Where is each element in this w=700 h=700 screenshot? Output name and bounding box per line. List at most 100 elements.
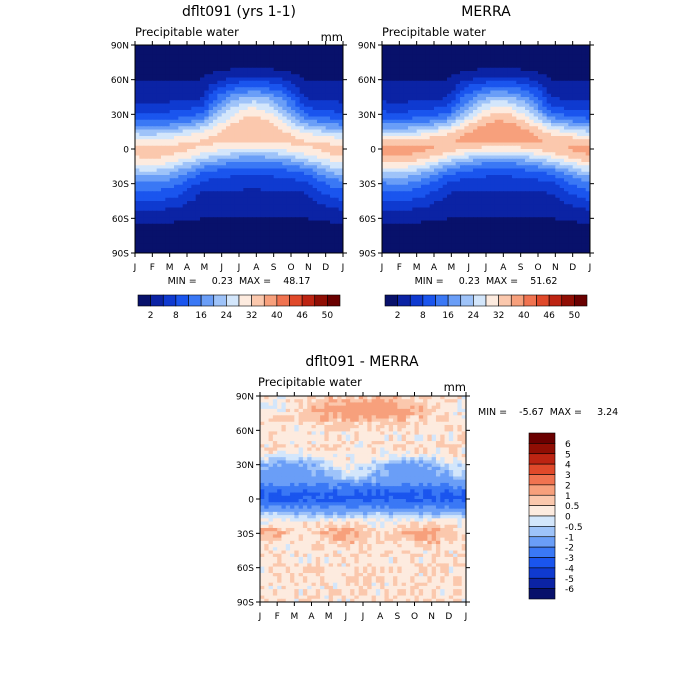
heatmap-cell: [382, 168, 387, 173]
heatmap-cell: [282, 178, 288, 183]
heatmap-cell: [174, 210, 179, 215]
heatmap-cell: [161, 220, 166, 225]
heatmap-cell: [312, 158, 318, 163]
heatmap-cell: [338, 113, 343, 118]
heatmap-cell: [278, 175, 283, 179]
heatmap-cell: [169, 152, 175, 157]
heatmap-cell: [447, 71, 452, 75]
heatmap-cell: [273, 227, 279, 231]
heatmap-cell: [503, 152, 509, 157]
heatmap-cell: [325, 175, 331, 179]
heatmap-cell: [191, 236, 197, 241]
heatmap-cell: [278, 113, 283, 118]
heatmap-cell: [256, 51, 262, 56]
heatmap-cell: [564, 136, 569, 140]
heatmap-cell: [317, 123, 322, 127]
heatmap-cell: [312, 58, 318, 62]
heatmap-cell: [230, 149, 236, 153]
heatmap-cell: [568, 51, 574, 56]
heatmap-cell: [143, 165, 149, 170]
heatmap-cell: [182, 217, 188, 222]
heatmap-cell: [325, 116, 331, 121]
heatmap-cell: [546, 58, 552, 62]
heatmap-cell: [321, 145, 327, 150]
heatmap-cell: [135, 58, 140, 62]
heatmap-cell: [317, 178, 322, 183]
heatmap-cell: [581, 110, 587, 114]
heatmap-cell: [299, 220, 305, 225]
heatmap-cell: [178, 246, 184, 251]
heatmap-cell: [234, 233, 240, 238]
heatmap-cell: [243, 54, 249, 59]
heatmap-cell: [191, 214, 197, 218]
heatmap-cell: [247, 67, 253, 72]
heatmap-cell: [213, 80, 218, 85]
heatmap-cell: [330, 129, 335, 134]
heatmap-cell: [152, 123, 158, 127]
heatmap-cell: [382, 165, 387, 170]
heatmap-cell: [421, 87, 426, 92]
heatmap-cell: [204, 48, 210, 53]
heatmap-cell: [204, 126, 210, 131]
heatmap-cell: [551, 74, 556, 79]
heatmap-cell: [278, 233, 283, 238]
heatmap-cell: [286, 155, 292, 160]
heatmap-cell: [334, 90, 340, 95]
heatmap-cell: [165, 87, 171, 92]
heatmap-cell: [512, 87, 517, 92]
heatmap-cell: [213, 64, 218, 69]
heatmap-cell: [330, 210, 335, 215]
heatmap-cell: [204, 71, 210, 75]
heatmap-cell: [221, 106, 227, 111]
heatmap-cell: [148, 54, 153, 59]
heatmap-cell: [304, 178, 309, 183]
heatmap-cell: [165, 129, 171, 134]
heatmap-cell: [312, 210, 318, 215]
heatmap-cell: [256, 106, 262, 111]
heatmap-cell: [213, 191, 218, 196]
heatmap-cell: [529, 84, 535, 88]
heatmap-cell: [139, 97, 145, 101]
heatmap-cell: [269, 123, 275, 127]
heatmap-cell: [490, 93, 496, 98]
heatmap-cell: [564, 155, 569, 160]
heatmap-cell: [512, 67, 517, 72]
heatmap-cell: [568, 162, 574, 166]
heatmap-cell: [282, 181, 288, 186]
heatmap-cell: [304, 126, 309, 131]
heatmap-cell: [568, 113, 574, 118]
heatmap-cell: [408, 71, 413, 75]
heatmap-cell: [156, 116, 162, 121]
heatmap-cell: [217, 58, 223, 62]
heatmap-cell: [533, 123, 539, 127]
heatmap-cell: [148, 93, 153, 98]
heatmap-cell: [265, 93, 270, 98]
heatmap-cell: [581, 93, 587, 98]
heatmap-cell: [382, 103, 387, 108]
heatmap-cell: [226, 223, 231, 228]
heatmap-cell: [395, 61, 400, 66]
heatmap-cell: [338, 106, 343, 111]
heatmap-cell: [252, 214, 257, 218]
heatmap-cell: [325, 61, 331, 66]
y-tick-label: 90N: [111, 42, 129, 52]
heatmap-cell: [191, 155, 197, 160]
heatmap-cell: [143, 220, 149, 225]
heatmap-cell: [460, 152, 465, 157]
heatmap-cell: [525, 129, 530, 134]
heatmap-cell: [403, 93, 409, 98]
heatmap-cell: [568, 158, 574, 163]
heatmap-cell: [390, 110, 396, 114]
heatmap-cell: [239, 207, 244, 212]
heatmap-cell: [520, 80, 526, 85]
heatmap-cell: [334, 162, 340, 166]
heatmap-cell: [286, 84, 292, 88]
heatmap-cell: [321, 87, 327, 92]
heatmap-cell: [330, 67, 335, 72]
heatmap-cell: [239, 103, 244, 108]
heatmap-cell: [451, 80, 457, 85]
heatmap-cell: [520, 93, 526, 98]
heatmap-cell: [382, 74, 387, 79]
heatmap-cell: [403, 116, 409, 121]
heatmap-cell: [174, 132, 179, 137]
